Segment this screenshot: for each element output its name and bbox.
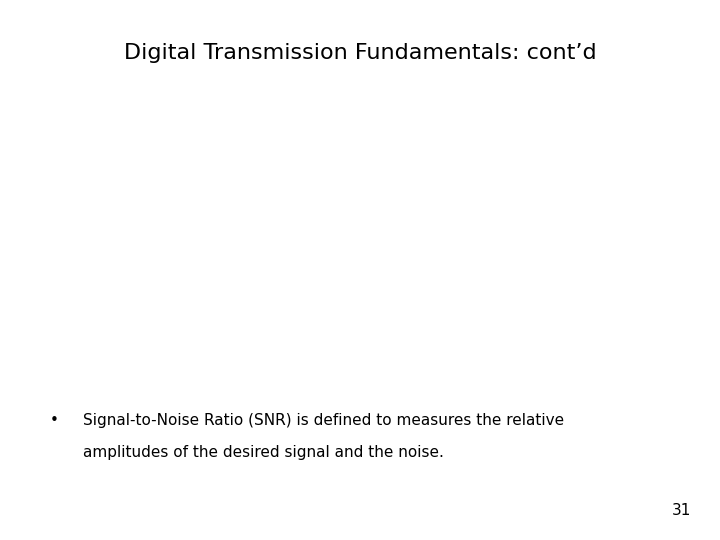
Text: 31: 31 (672, 503, 691, 518)
Text: Digital Transmission Fundamentals: cont’d: Digital Transmission Fundamentals: cont’… (124, 43, 596, 63)
Text: amplitudes of the desired signal and the noise.: amplitudes of the desired signal and the… (83, 446, 444, 461)
Text: •: • (50, 413, 58, 428)
Text: Signal-to-Noise Ratio (SNR) is defined to measures the relative: Signal-to-Noise Ratio (SNR) is defined t… (83, 413, 564, 428)
